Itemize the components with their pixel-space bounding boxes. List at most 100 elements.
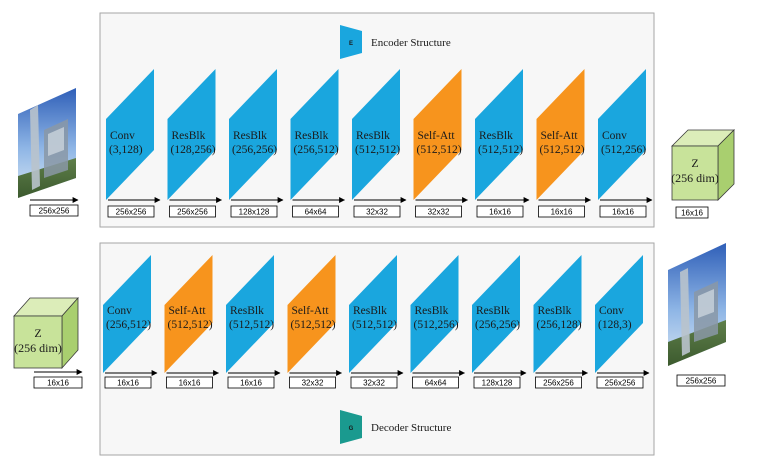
decoder-block-7-params: (256,256): [475, 319, 520, 331]
decoder-block-7: ResBlk (256,256) 128x128: [472, 255, 527, 389]
encoder-block-5: ResBlk (512,512) 32x32: [352, 69, 407, 218]
decoder-latent-symbol: Z: [34, 326, 41, 340]
encoder-block-9-name: Conv: [602, 130, 627, 142]
decoder-block-9-resolution: 256x256: [605, 379, 636, 388]
encoder-block-7-params: (512,512): [478, 144, 523, 156]
encoder-block-3-name: ResBlk: [233, 130, 267, 142]
decoder-block-8: ResBlk (256,128) 256x256: [533, 255, 589, 389]
encoder-block-5-params: (512,512): [355, 144, 400, 156]
decoder-block-6-shape: [410, 255, 459, 373]
decoder-block-7-resolution: 128x128: [482, 379, 513, 388]
encoder-blocks: Conv (3,128) 256x256 ResBlk (128,256) 256x256…: [106, 69, 653, 218]
decoder-block-2-resolution: 16x16: [179, 379, 201, 388]
decoder-block-3: ResBlk (512,512) 16x16: [226, 255, 281, 389]
encoder-block-7: ResBlk (512,512) 16x16: [475, 69, 530, 218]
decoder-block-6-resolution-box: [412, 376, 459, 389]
decoder-badge-letter: G: [349, 426, 354, 432]
decoder-block-6-resolution: 64x64: [425, 379, 447, 388]
decoder-latent-resolution-box: [33, 376, 83, 389]
encoder-latent-cube: Z (256 dim): [671, 129, 735, 201]
decoder-block-4: Self-Att (512,512) 32x32: [287, 255, 343, 389]
encoder-block-3-params: (256,256): [232, 144, 277, 156]
decoder-block-3-name: ResBlk: [230, 305, 264, 317]
encoder-block-2-params: (128,256): [171, 144, 216, 156]
encoder-block-2-shape: [167, 69, 216, 200]
decoder-block-4-shape: [287, 255, 336, 373]
encoder-block-1-resolution-box: [107, 205, 155, 218]
decoder-block-1-params: (256,512): [106, 319, 151, 331]
encoder-block-8-resolution-box: [538, 205, 585, 218]
encoder-badge: E: [340, 25, 362, 59]
decoder-block-8-name: ResBlk: [538, 305, 572, 317]
decoder-block-8-resolution-box: [535, 376, 582, 389]
decoder-block-5-resolution-box: [350, 376, 398, 389]
decoder-block-5: ResBlk (512,512) 32x32: [349, 255, 404, 389]
decoder-block-4-resolution: 32x32: [302, 379, 324, 388]
encoder-block-9: Conv (512,256) 16x16: [598, 69, 653, 218]
encoder-block-8: Self-Att (512,512) 16x16: [536, 69, 592, 218]
decoder-block-3-resolution-box: [227, 376, 275, 389]
encoder-block-9-params: (512,256): [601, 144, 646, 156]
decoder-block-3-params: (512,512): [229, 319, 274, 331]
output-image: [668, 243, 726, 366]
encoder-block-2: ResBlk (128,256) 256x256: [167, 69, 223, 218]
decoder-block-9-name: Conv: [599, 305, 624, 317]
encoder-block-7-name: ResBlk: [479, 130, 513, 142]
decoder-block-2-params: (512,512): [168, 319, 213, 331]
output-resolution-box: [676, 374, 726, 387]
decoder-block-5-shape: [349, 255, 397, 373]
decoder-block-4-params: (512,512): [291, 319, 336, 331]
decoder-badge: G: [340, 410, 362, 444]
decoder-block-9-shape: [595, 255, 643, 373]
input-resolution-label: 256x256: [39, 207, 70, 216]
encoder-block-4-resolution-box: [292, 205, 339, 218]
encoder-block-3: ResBlk (256,256) 128x128: [229, 69, 284, 218]
decoder-block-6-name: ResBlk: [415, 305, 449, 317]
decoder-block-2-resolution-box: [166, 376, 213, 389]
encoder-block-7-shape: [475, 69, 523, 200]
input-image: [18, 88, 76, 198]
encoder-badge-letter: E: [349, 41, 353, 47]
encoder-block-4-resolution: 64x64: [305, 208, 327, 217]
encoder-block-6-params: (512,512): [417, 144, 462, 156]
encoder-block-1: Conv (3,128) 256x256: [106, 69, 161, 218]
encoder-block-9-resolution: 16x16: [612, 208, 634, 217]
decoder-block-6: ResBlk (512,256) 64x64: [410, 255, 466, 389]
encoder-block-6-resolution: 32x32: [428, 208, 450, 217]
encoder-block-8-shape: [536, 69, 585, 200]
input-resolution-box: [29, 204, 79, 217]
encoder-latent-resolution-box: [675, 206, 709, 219]
decoder-block-5-name: ResBlk: [353, 305, 387, 317]
decoder-block-7-resolution-box: [473, 376, 521, 389]
decoder-block-7-shape: [472, 255, 520, 373]
decoder-block-1-resolution-box: [104, 376, 152, 389]
encoder-trapezoid-icon: [340, 25, 362, 59]
encoder-block-3-resolution: 128x128: [239, 208, 270, 217]
decoder-block-6-params: (512,256): [414, 319, 459, 331]
encoder-block-5-resolution: 32x32: [366, 208, 388, 217]
decoder-block-9-params: (128,3): [598, 319, 632, 331]
decoder-block-8-params: (256,128): [537, 319, 582, 331]
decoder-block-5-params: (512,512): [352, 319, 397, 331]
decoder-block-7-name: ResBlk: [476, 305, 510, 317]
decoder-block-2: Self-Att (512,512) 16x16: [164, 255, 220, 389]
encoder-block-4-params: (256,512): [294, 144, 339, 156]
decoder-block-8-shape: [533, 255, 582, 373]
encoder-block-6-resolution-box: [415, 205, 462, 218]
encoder-block-3-resolution-box: [230, 205, 278, 218]
output-resolution-label: 256x256: [686, 377, 717, 386]
decoder-latent-dims: (256 dim): [14, 341, 62, 355]
decoder-blocks: Conv (256,512) 16x16 Self-Att (512,512) 16x16…: [103, 255, 650, 389]
decoder-latent-cube: Z (256 dim): [13, 296, 79, 370]
encoder-block-4: ResBlk (256,512) 64x64: [290, 69, 346, 218]
encoder-block-8-resolution: 16x16: [551, 208, 573, 217]
decoder-block-4-resolution-box: [289, 376, 336, 389]
encoder-block-6-shape: [413, 69, 462, 200]
encoder-block-5-resolution-box: [353, 205, 401, 218]
decoder-block-9-resolution-box: [596, 376, 644, 389]
encoder-block-1-resolution: 256x256: [116, 208, 147, 217]
encoder-block-7-resolution-box: [476, 205, 524, 218]
decoder-block-1-name: Conv: [107, 305, 132, 317]
decoder-block-2-shape: [164, 255, 213, 373]
decoder-block-5-resolution: 32x32: [363, 379, 385, 388]
